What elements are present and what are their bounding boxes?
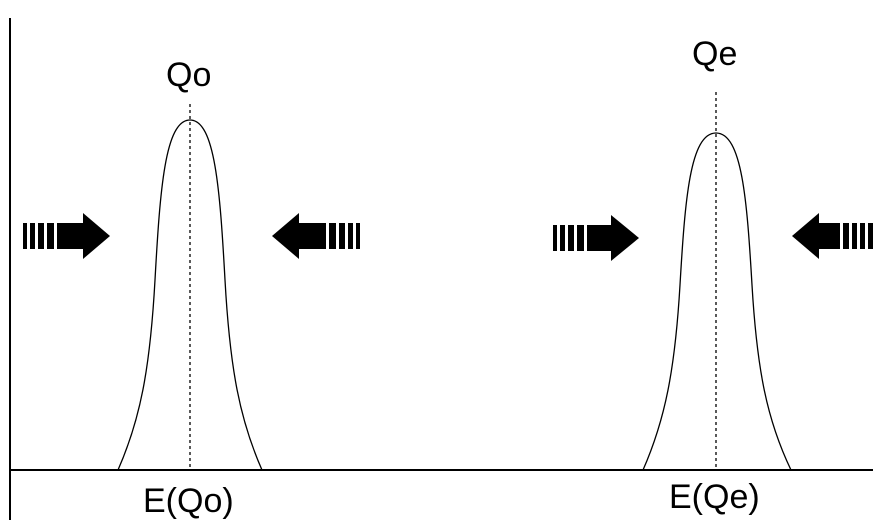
arrow-right-icon — [553, 215, 639, 261]
left-peak-label: Qo — [166, 56, 212, 94]
arrow-right-icon — [23, 213, 110, 259]
right-peak-curve — [642, 132, 792, 471]
right-peak-expectation-label: E(Qe) — [669, 478, 760, 516]
left-peak-expectation-label: E(Qo) — [143, 482, 234, 520]
arrow-left-icon — [272, 213, 360, 259]
left-peak-curve — [117, 119, 263, 471]
right-peak-label: Qe — [692, 35, 738, 73]
arrow-left-icon — [792, 213, 873, 259]
